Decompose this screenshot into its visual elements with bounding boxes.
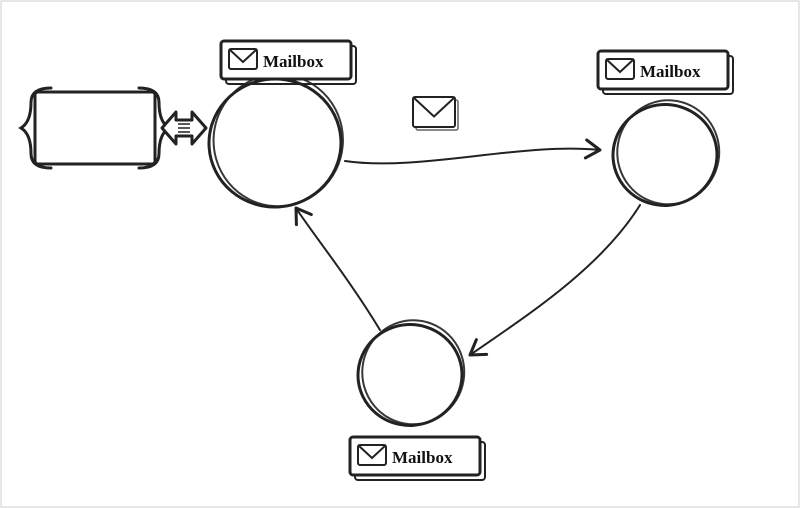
internal-state-box: [35, 91, 155, 164]
mailbox-label: Mailbox: [640, 62, 701, 81]
message-icon: [413, 97, 458, 130]
edge-a-to-b: [345, 140, 600, 163]
envelope-icon: [606, 59, 634, 79]
mailbox-c: Mailbox: [350, 436, 485, 480]
double-arrow: [162, 112, 206, 144]
envelope-icon: [358, 445, 386, 465]
edge-c-to-a: [296, 208, 380, 330]
actor-c: [355, 316, 469, 429]
actor-a: [205, 69, 349, 212]
mailbox-b: Mailbox: [598, 50, 733, 94]
envelope-icon: [229, 49, 257, 69]
mailbox-label: Mailbox: [263, 52, 324, 71]
mailbox-a: Mailbox: [221, 40, 356, 84]
mailbox-label: Mailbox: [392, 448, 453, 467]
envelope-icon: [413, 97, 455, 127]
actor-b: [610, 96, 724, 209]
edge-b-to-c: [470, 205, 640, 355]
